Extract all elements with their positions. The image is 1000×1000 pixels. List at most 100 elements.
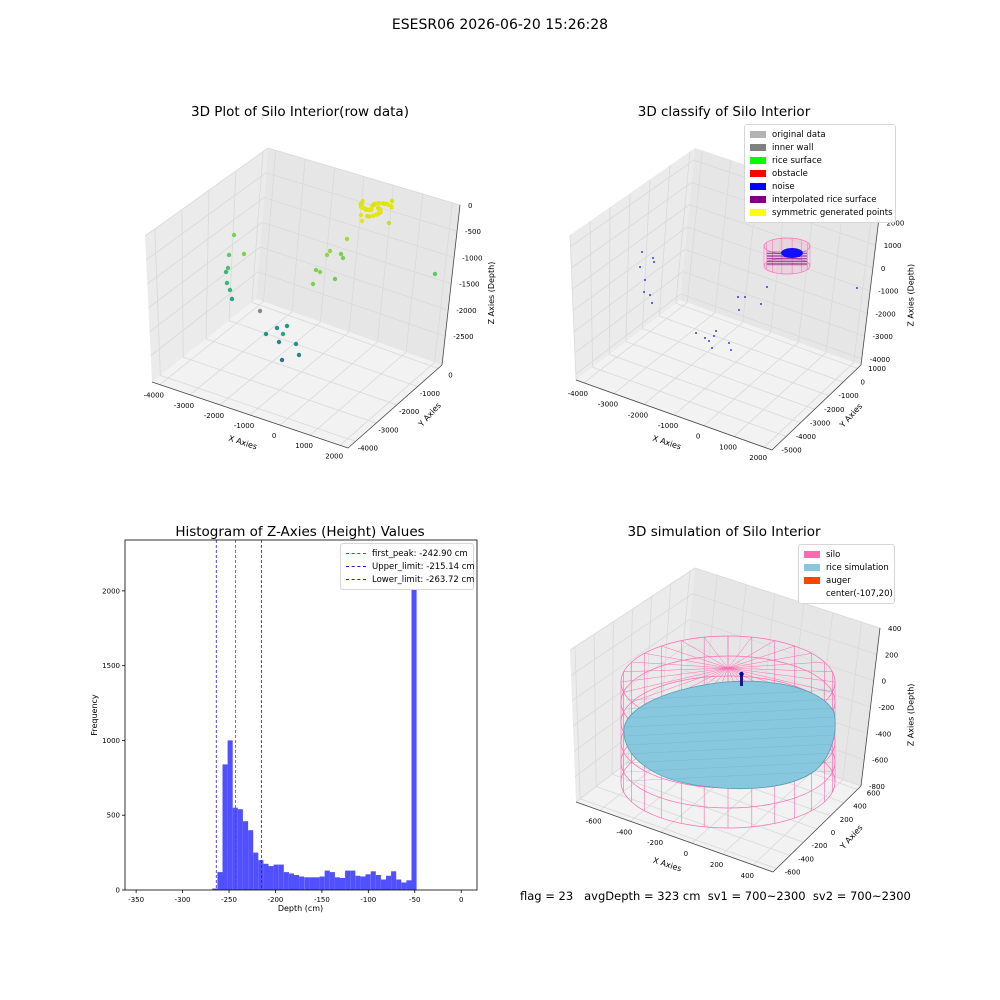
y-tick-label: 500 (107, 812, 120, 820)
z-axis-label: Z Axies (Depth) (907, 264, 916, 327)
z-tick-label: 1000 (884, 242, 902, 250)
data-point (327, 248, 333, 254)
x-tick-label: -200 (268, 896, 284, 904)
histogram-bar (319, 876, 325, 890)
y-tick-label: 200 (840, 816, 853, 824)
x-tick-label: -4000 (568, 390, 588, 398)
histogram-bar (350, 870, 356, 890)
data-point (432, 271, 438, 277)
noise-point (728, 342, 730, 344)
histogram-bar (222, 764, 228, 890)
z-tick-label: 2000 (886, 219, 904, 227)
grid-y-floor (659, 315, 844, 383)
silo-roof-rib (727, 637, 752, 669)
y-tick-label: -400 (798, 855, 814, 863)
x-tick-label: -2000 (628, 411, 648, 419)
data-point (317, 269, 323, 275)
data-point (276, 339, 282, 345)
data-point (365, 213, 370, 219)
histogram-bar (370, 871, 376, 890)
legend-label: obstacle (772, 168, 808, 179)
grid-x-floor (763, 362, 855, 448)
data-point (340, 255, 346, 261)
grid-y-floor (625, 341, 815, 410)
grid-y-wall (675, 151, 691, 304)
grid-z-left (571, 182, 692, 269)
grid-x-floor (613, 312, 716, 394)
grid-z-left (572, 226, 688, 311)
data-point (279, 357, 285, 363)
figure-suptitle: ESESR06 2026-06-20 15:26:28 (391, 17, 609, 33)
z-axis-line (441, 204, 461, 366)
grid-x-floor (309, 351, 407, 436)
histogram-bars (212, 557, 417, 890)
noise-point (744, 296, 746, 298)
noise-point (708, 340, 710, 342)
noise-point (652, 257, 654, 259)
rice-mesh-line (625, 734, 835, 746)
silo-roof-rib (623, 667, 729, 693)
grid-z-right (258, 271, 446, 337)
grid-z-left (149, 246, 261, 333)
histogram-bar (294, 875, 300, 890)
x-tick-label: -600 (586, 817, 602, 825)
swatch-noise (750, 183, 766, 190)
grid-z-left (571, 619, 691, 701)
data-point (280, 331, 286, 337)
x-tick-label: 2000 (749, 454, 767, 462)
x-tick-label: -50 (409, 896, 420, 904)
panel1-title: 3D Plot of Silo Interior(row data) (191, 104, 409, 120)
grid-x-floor (189, 311, 293, 396)
data-point (344, 236, 350, 242)
histogram-bar (248, 830, 254, 890)
silo-roof-rib (620, 667, 729, 683)
data-point (371, 202, 377, 207)
pane-left (570, 568, 695, 802)
histogram-bar (391, 871, 397, 890)
histogram-bar (324, 870, 330, 890)
y-tick-label: -200 (812, 842, 828, 850)
silo-roof-rib (727, 667, 833, 693)
grid-x-wall (825, 197, 845, 353)
z-tick-label: -4000 (870, 356, 890, 364)
grid-y-floor (228, 320, 418, 387)
data-point (332, 276, 338, 282)
z-tick-label: -3000 (873, 333, 893, 341)
y-tick-label: -600 (785, 869, 801, 877)
noise-point (715, 330, 717, 332)
noise-point (704, 337, 706, 339)
y-tick-label: -2000 (399, 408, 419, 416)
data-point (377, 209, 382, 214)
grid-x-floor (703, 342, 799, 427)
legend-label: interpolated rice surface (772, 194, 877, 205)
silo-roof-rib (704, 637, 729, 669)
histogram-bar (334, 877, 340, 890)
silo-roof-rib (644, 653, 729, 669)
panel2-title: 3D classify of Silo Interior (637, 104, 811, 120)
x-tick-label: -250 (221, 896, 237, 904)
y-axis-label: Y Axies (838, 823, 865, 851)
center-marker (739, 671, 744, 677)
histogram-axes: -350 -300 -250 -200 -150 -100 -50 0 0 500 1000 1500… (102, 539, 478, 904)
silo-roof-rib (727, 661, 825, 669)
grid-z-right (684, 248, 868, 314)
grid-y-wall (608, 207, 611, 355)
x-tick-label: -100 (360, 896, 376, 904)
grid-z-right (680, 293, 862, 360)
legend-label: Upper_limit: -215.14 cm (372, 561, 475, 572)
z-axis-label: Z Axies (Depth) (907, 684, 916, 747)
grid-y-floor (251, 301, 439, 369)
status-note: flag = 23 avgDepth = 323 cm sv1 = 700~23… (520, 889, 911, 903)
silo-roof-rib (631, 667, 729, 703)
data-point (274, 325, 280, 331)
grid-y-floor (183, 356, 377, 424)
line-first-peak (346, 553, 366, 554)
swatch-center (804, 590, 820, 597)
rice-mesh-line (625, 689, 835, 701)
histogram-bar (288, 873, 294, 890)
grid-x-wall (320, 167, 335, 322)
grid-z-right (689, 204, 874, 269)
rice-surface (623, 671, 836, 790)
legend-item-symmetric: symmetric generated points (750, 206, 893, 219)
grid-y-floor (675, 302, 858, 369)
